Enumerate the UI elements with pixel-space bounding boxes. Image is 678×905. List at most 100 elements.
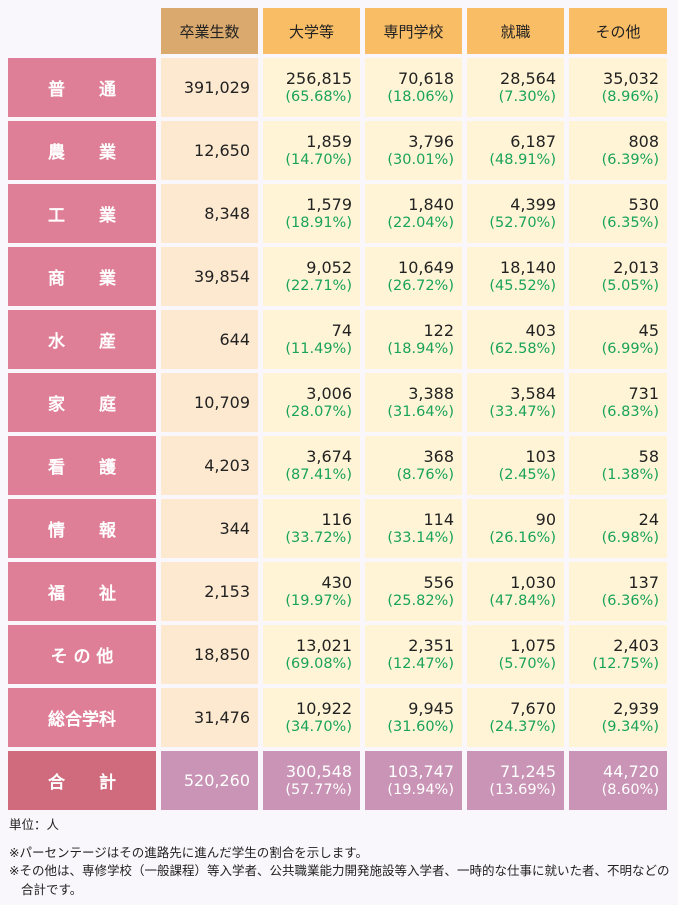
destination-cell: 368 (8.76%) [365,436,462,495]
cell-value: 344 [219,519,250,538]
cell-percentage: (6.98%) [601,529,659,546]
cell-percentage: (26.72%) [387,277,454,294]
cell-percentage: (19.97%) [285,592,352,609]
cell-percentage: (47.84%) [489,592,556,609]
cell-percentage: (13.69%) [489,781,556,798]
header-vocational: 専門学校 [365,8,462,54]
destination-cell: 114 (33.14%) [365,499,462,558]
destination-cell: 530 (6.35%) [569,184,667,243]
cell-value: 256,815 [285,68,352,88]
destination-cell: 430 (19.97%) [263,562,360,621]
graduates-cell: 12,650 [161,121,258,180]
cell-percentage: (62.58%) [489,340,556,357]
destination-cell: 28,564 (7.30%) [467,58,564,117]
cell-value: 520,260 [183,771,250,790]
cell-value: 3,388 [408,383,454,403]
cell-value: 10,922 [296,698,352,718]
cell-percentage: (30.01%) [387,151,454,168]
cell-percentage: (1.38%) [601,466,659,483]
cell-percentage: (12.75%) [592,655,659,672]
destination-cell: 2,013 (5.05%) [569,247,667,306]
cell-percentage: (19.94%) [387,781,454,798]
destination-cell: 256,815 (65.68%) [263,58,360,117]
total-row-label: 合 計 [8,751,156,810]
cell-percentage: (12.47%) [387,655,454,672]
destination-cell: 3,388 (31.64%) [365,373,462,432]
cell-percentage: (48.91%) [489,151,556,168]
cell-value: 3,674 [306,446,352,466]
cell-value: 13,021 [296,635,352,655]
row-label: 水 産 [8,310,156,369]
header-other: その他 [569,8,667,54]
cell-percentage: (25.82%) [387,592,454,609]
cell-value: 644 [219,330,250,349]
destination-cell: 403 (62.58%) [467,310,564,369]
cell-percentage: (34.70%) [285,718,352,735]
graduates-cell: 391,029 [161,58,258,117]
cell-percentage: (18.94%) [387,340,454,357]
row-label: 農 業 [8,121,156,180]
cell-value: 8,348 [204,204,250,223]
destination-cell: 4,399 (52.70%) [467,184,564,243]
destination-cell: 9,945 (31.60%) [365,688,462,747]
cell-value: 430 [321,572,352,592]
destination-cell: 3,584 (33.47%) [467,373,564,432]
cell-value: 731 [628,383,659,403]
cell-value: 103 [525,446,556,466]
cell-percentage: (24.37%) [489,718,556,735]
cell-value: 7,670 [510,698,556,718]
destination-cell: 137 (6.36%) [569,562,667,621]
cell-value: 1,859 [306,131,352,151]
cell-value: 70,618 [398,68,454,88]
graduates-cell: 4,203 [161,436,258,495]
cell-percentage: (6.83%) [601,403,659,420]
cell-percentage: (57.77%) [285,781,352,798]
cell-percentage: (45.52%) [489,277,556,294]
cell-percentage: (9.34%) [601,718,659,735]
cell-value: 2,351 [408,635,454,655]
destination-cell: 808 (6.39%) [569,121,667,180]
cell-value: 103,747 [387,761,454,781]
header-graduates: 卒業生数 [161,8,258,54]
cell-value: 10,649 [398,257,454,277]
cell-value: 2,403 [613,635,659,655]
cell-value: 9,052 [306,257,352,277]
cell-percentage: (33.14%) [387,529,454,546]
cell-value: 18,850 [194,645,250,664]
cell-value: 808 [628,131,659,151]
cell-value: 71,245 [500,761,556,781]
destination-cell: 1,840 (22.04%) [365,184,462,243]
destination-cell: 10,649 (26.72%) [365,247,462,306]
destination-cell: 103,747 (19.94%) [365,751,462,810]
cell-percentage: (8.96%) [601,88,659,105]
cell-value: 24 [638,509,659,529]
cell-value: 74 [331,320,352,340]
cell-percentage: (22.71%) [285,277,352,294]
row-label: 工 業 [8,184,156,243]
row-label: 福 祉 [8,562,156,621]
graduates-cell: 520,260 [161,751,258,810]
destination-cell: 44,720 (8.60%) [569,751,667,810]
cell-value: 3,006 [306,383,352,403]
cell-value: 403 [525,320,556,340]
row-label: 家 庭 [8,373,156,432]
cell-percentage: (6.99%) [601,340,659,357]
destination-cell: 35,032 (8.96%) [569,58,667,117]
header-employment: 就職 [467,8,564,54]
graduate-destination-table: 卒業生数 大学等 専門学校 就職 その他 普 通 391,029 256,815 (6… [8,8,667,810]
cell-value: 9,945 [408,698,454,718]
cell-value: 90 [535,509,556,529]
cell-percentage: (7.30%) [498,88,556,105]
destination-cell: 731 (6.83%) [569,373,667,432]
other-note: ※その他は、専修学校（一般課程）等入学者、公共職業能力開発施設等入学者、一時的な… [9,860,674,898]
corner-cell [8,8,156,54]
destination-cell: 556 (25.82%) [365,562,462,621]
cell-percentage: (6.36%) [601,592,659,609]
cell-percentage: (87.41%) [285,466,352,483]
cell-value: 391,029 [183,78,250,97]
cell-value: 1,579 [306,194,352,214]
other-note-line2: 合計です。 [21,882,83,897]
cell-percentage: (11.49%) [285,340,352,357]
cell-value: 122 [423,320,454,340]
destination-cell: 1,859 (14.70%) [263,121,360,180]
